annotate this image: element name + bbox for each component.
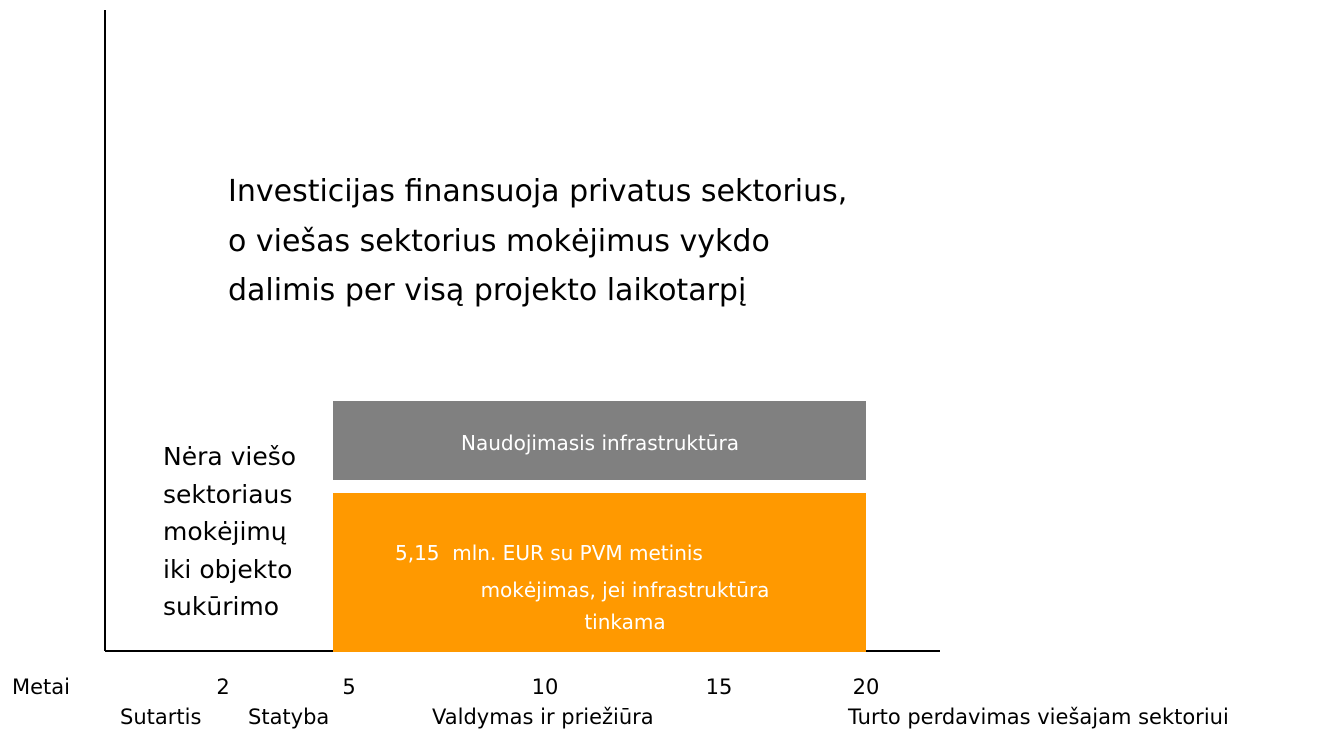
orange-line: mokėjimas, jei infrastruktūra xyxy=(481,578,770,602)
year-label: 20 xyxy=(853,675,880,699)
heading-line: o viešas sektorius mokėjimus vykdo xyxy=(228,224,770,259)
gray-box-label: Naudojimasis infrastruktūra xyxy=(461,431,739,455)
orange-box xyxy=(333,493,866,652)
note-line: sektoriaus xyxy=(163,480,292,509)
phase-label: Turto perdavimas viešajam sektoriui xyxy=(847,705,1229,729)
note-line: Nėra viešo xyxy=(163,442,296,471)
heading-line: dalimis per visą projekto laikotarpį xyxy=(228,273,746,308)
phase-label: Statyba xyxy=(248,705,329,729)
year-label: 10 xyxy=(532,675,559,699)
year-label: 15 xyxy=(706,675,733,699)
orange-line: 5,15 mln. EUR su PVM metinis xyxy=(395,541,703,565)
phase-label: Valdymas ir priežiūra xyxy=(432,705,654,729)
orange-line: tinkama xyxy=(584,610,665,634)
note-line: sukūrimo xyxy=(163,592,279,621)
year-label: 2 xyxy=(216,675,229,699)
left-note: Nėra viešo sektoriaus mokėjimų iki objek… xyxy=(163,442,296,621)
year-label: 5 xyxy=(342,675,355,699)
timeline-label: Metai xyxy=(12,675,70,699)
heading: Investicijas finansuoja privatus sektori… xyxy=(228,174,847,308)
note-line: mokėjimų xyxy=(163,517,287,546)
heading-line: Investicijas finansuoja privatus sektori… xyxy=(228,174,847,209)
phase-label: Sutartis xyxy=(120,705,201,729)
gray-box xyxy=(333,401,866,480)
note-line: iki objekto xyxy=(163,555,292,584)
timeline: Metai 2 5 10 15 20 Sutartis Statyba Vald… xyxy=(12,675,1229,729)
orange-box-text: 5,15 mln. EUR su PVM metinis mokėjimas, … xyxy=(395,541,769,634)
